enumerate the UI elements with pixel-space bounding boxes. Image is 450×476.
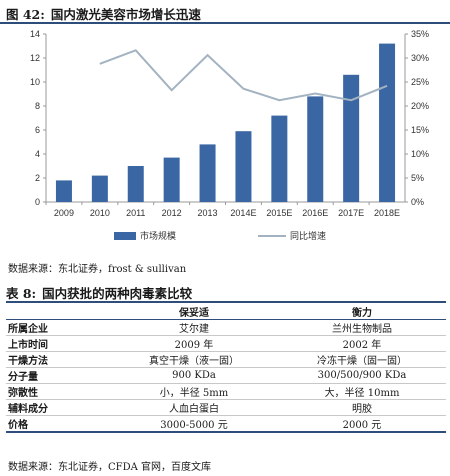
row-label: 上市时间 [6,335,110,352]
x-tick-label: 2009 [54,208,74,218]
x-tick-label: 2010 [90,208,110,218]
table-cell: 真空干燥（液一固） [110,351,278,368]
table-cell: 2002 年 [278,335,446,352]
bar [163,157,180,202]
y-right-tick-label: 30% [411,53,429,63]
figure-number: 图 42: [6,7,45,22]
y-left-tick-label: 4 [35,149,40,159]
bar [307,96,324,202]
legend-label-bars: 市场规模 [140,230,176,241]
table-cell: 大，半径 10mm [278,383,446,400]
x-tick-label: 2016E [302,208,328,218]
y-left-tick-label: 0 [35,197,40,207]
bar [343,74,360,202]
x-tick-label: 2017E [338,208,364,218]
table-row: 上市时间 2009 年 2002 年 [6,335,446,352]
table-header-row: 保妥适 衡力 [6,301,446,320]
bar [271,115,288,202]
table-header-cell: 保妥适 [110,301,278,320]
y-left-tick-label: 12 [30,53,40,63]
table-cell: 冷冻干燥（固一固） [278,351,446,368]
legend-swatch-bars [114,232,136,240]
table-cell: 明胶 [278,399,446,416]
chart-svg: 0 2 4 6 8 10 12 14 0% 5% 10% 15% 20% 25% 30% 35% 2009 201… [30,29,429,241]
table-row: 辅料成分 人血白蛋白 明胶 [6,399,446,416]
bar [127,166,144,202]
x-tick-label: 2013 [198,208,218,218]
y-left-tick-label: 6 [35,125,40,135]
y-right-tick-label: 20% [411,101,429,111]
y-left-tick-label: 14 [30,29,40,39]
legend-label-line: 同比增速 [290,230,326,241]
row-label: 分子量 [6,367,110,384]
x-tick-label: 2014E [230,208,256,218]
y-right-tick-label: 0% [411,197,424,207]
figure-source: 数据来源：东北证券，frost & sullivan [8,264,187,275]
bar [379,43,396,202]
y-right-tick-label: 25% [411,77,429,87]
y-right-tick-label: 15% [411,125,429,135]
bar [91,175,108,202]
y-right-tick-label: 10% [411,149,429,159]
table-cell: 艾尔建 [110,319,278,336]
x-tick-label: 2012 [162,208,182,218]
table-cell: 3000-5000 元 [110,415,278,433]
row-label: 弥散性 [6,383,110,400]
row-label: 干燥方法 [6,351,110,368]
table-cell: 2009 年 [110,335,278,352]
figure-title: 图 42: 国内激光美容市场增长迅速 [0,0,450,24]
y-right-tick-label: 35% [411,29,429,39]
table-row: 分子量 900 KDa 300/500/900 KDa [6,367,446,384]
table-cell: 2000 元 [278,415,446,433]
y-right-tick-label: 5% [411,173,424,183]
table-header-cell [6,301,110,320]
figure-title-text: 国内激光美容市场增长迅速 [50,7,201,22]
table-title-text: 国内获批的两种肉毒素比较 [42,286,193,301]
table-cell: 小，半径 5mm [110,383,278,400]
y-left-tick-label: 10 [30,77,40,87]
y-left-tick-label: 2 [35,173,40,183]
table-header-cell: 衡力 [278,301,446,320]
table-row: 干燥方法 真空干燥（液一固） 冷冻干燥（固一固） [6,351,446,368]
table-cell: 兰州生物制品 [278,319,446,336]
market-chart: 0 2 4 6 8 10 12 14 0% 5% 10% 15% 20% 25% 30% 35% 2009 201… [0,24,450,259]
table-cell: 人血白蛋白 [110,399,278,416]
table-row: 所属企业 艾尔建 兰州生物制品 [6,319,446,336]
table-cell: 900 KDa [110,367,278,384]
row-label: 所属企业 [6,319,110,336]
bar [235,131,252,202]
x-tick-label: 2015E [266,208,292,218]
row-label: 辅料成分 [6,399,110,416]
table-source: 数据来源：东北证券，CFDA 官网，百度文库 [8,462,212,473]
table-title: 表 8: 国内获批的两种肉毒素比较 [0,282,450,302]
table-number: 表 8: [6,286,37,301]
bar [55,180,72,202]
x-tick-label: 2018E [374,208,400,218]
bar [199,144,216,202]
table-row: 价格 3000-5000 元 2000 元 [6,415,446,433]
x-tick-label: 2011 [126,208,145,218]
row-label: 价格 [6,415,110,433]
y-left-tick-label: 8 [35,101,40,111]
table-row: 弥散性 小，半径 5mm 大，半径 10mm [6,383,446,400]
comparison-table: 保妥适 衡力 所属企业 艾尔建 兰州生物制品 上市时间 2009 年 2002 … [6,301,446,433]
table-cell: 300/500/900 KDa [278,367,446,384]
